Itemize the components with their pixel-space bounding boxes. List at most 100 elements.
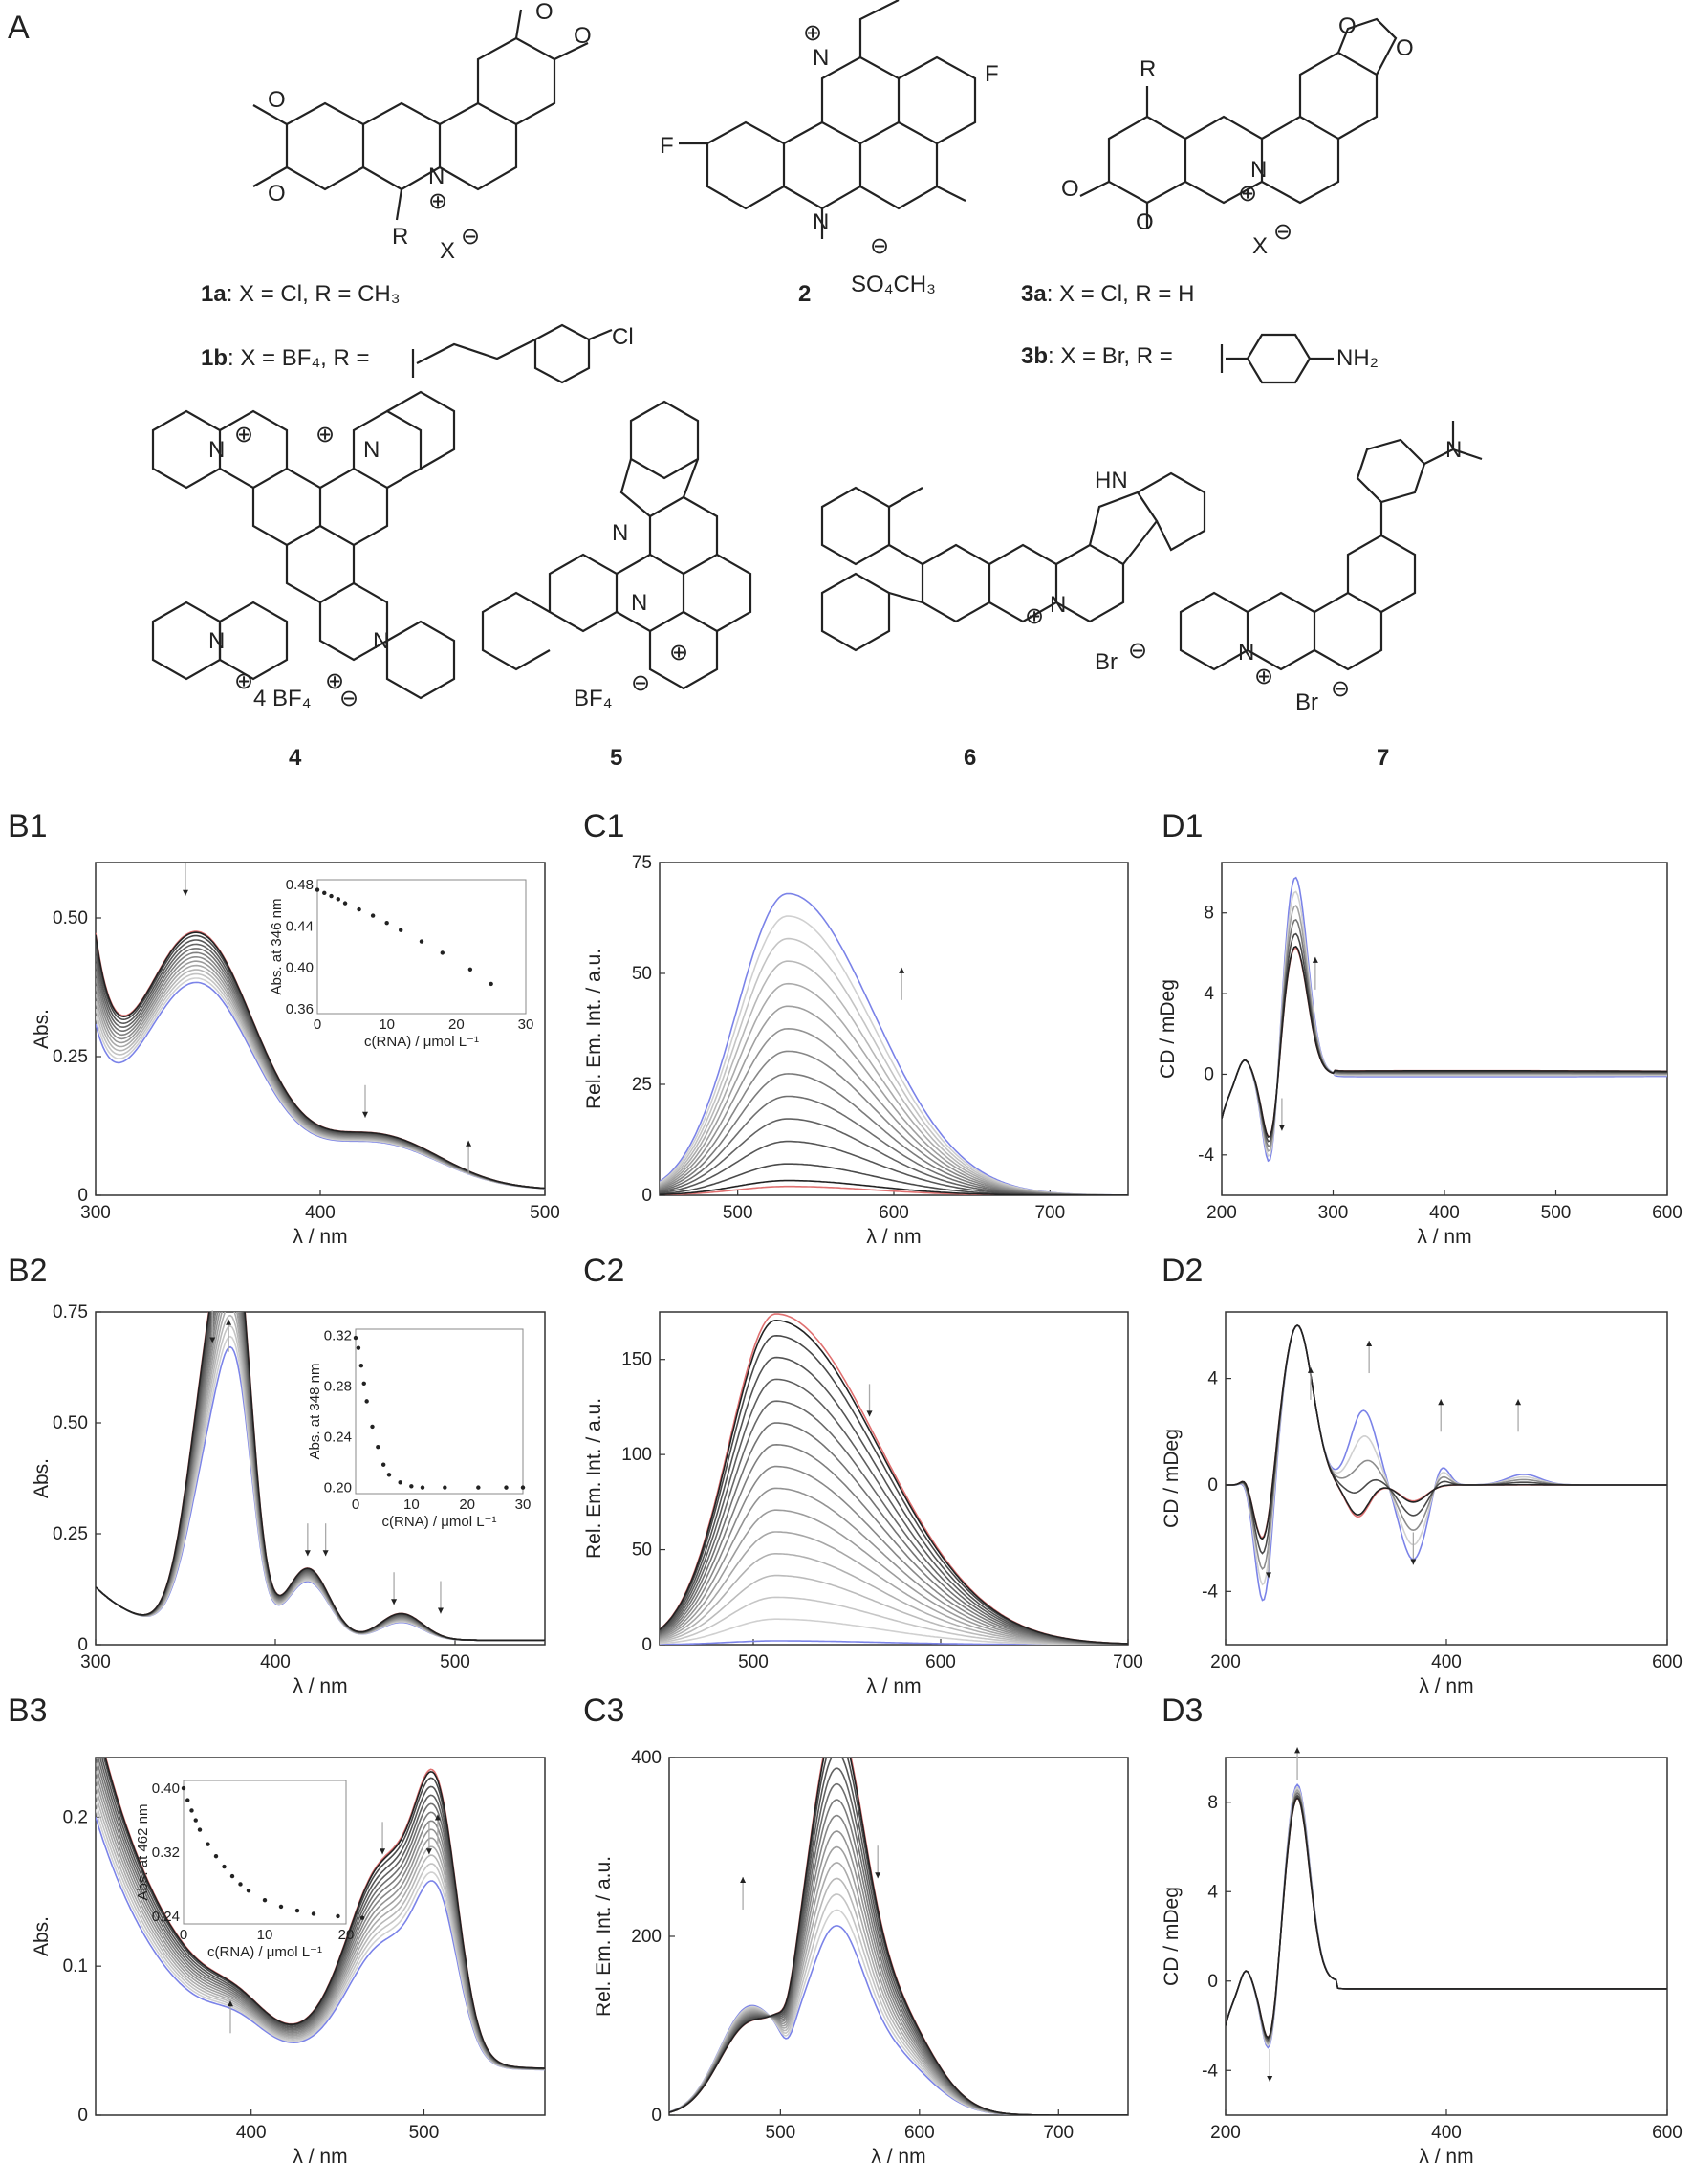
x-tick-label: 600 (879, 1203, 909, 1223)
inset-y-tick-label: 0.40 (286, 960, 314, 976)
trend-arrow-head (304, 1550, 311, 1557)
series-line (1226, 1785, 1667, 2047)
inset-data-point (386, 1473, 392, 1477)
inset-x-tick-label: 30 (518, 1016, 534, 1033)
counter-ion-2: SO₄CH₃ (851, 272, 936, 297)
atom-n: N (612, 520, 628, 546)
compound-label-4: 4 (289, 745, 302, 771)
series-line (104, 1758, 545, 2069)
series-line (660, 982, 1128, 1195)
trend-arrow-head (1294, 1747, 1301, 1754)
inset-x-tick-label: 20 (459, 1496, 475, 1513)
inset-data-point (222, 1864, 227, 1869)
x-axis-label: λ / nm (1419, 2146, 1473, 2168)
charge-plus: ⊕ (428, 188, 447, 214)
x-axis-label: λ / nm (293, 1226, 347, 1248)
counter-ion-7: Br (1295, 689, 1318, 715)
atom-o: O (1061, 176, 1079, 202)
x-tick-label: 400 (305, 1203, 336, 1223)
panel-letter-d2: D2 (1162, 1253, 1203, 1289)
trend-arrow-head (380, 1848, 386, 1855)
x-tick-label: 400 (1429, 1203, 1460, 1223)
series-line (669, 1909, 1128, 2115)
y-tick-label: -4 (1198, 1146, 1214, 1166)
inset-data-point (520, 1485, 526, 1490)
charge-plus: ⊕ (234, 422, 253, 448)
inset-data-point (440, 950, 445, 955)
y-tick-label: 0.2 (63, 1807, 88, 1827)
atom-f: F (660, 133, 674, 159)
panel-letter-b2: B2 (8, 1253, 48, 1289)
atom-x: X (1252, 233, 1268, 259)
atom-o: O (268, 181, 286, 207)
series-line (1226, 1791, 1667, 2043)
series-line (669, 1830, 1128, 2115)
y-tick-label: 200 (631, 1927, 662, 1947)
trend-arrow-head (1266, 1572, 1272, 1579)
inset-data-point (420, 1485, 425, 1490)
inset-data-point (359, 1915, 365, 1920)
inset-x-tick-label: 20 (338, 1927, 355, 1943)
y-tick-label: 0 (77, 1186, 88, 1206)
charge-plus: ⊕ (669, 640, 688, 666)
inset-x-tick-label: 10 (257, 1927, 273, 1943)
x-tick-label: 700 (1034, 1203, 1065, 1223)
series-line (1222, 947, 1667, 1138)
trend-arrow-head (875, 1872, 881, 1879)
y-tick-label: 0 (641, 1635, 652, 1655)
charge-plus: ⊕ (1025, 603, 1044, 629)
series-line (1222, 876, 1667, 1163)
atom-o: O (268, 87, 286, 113)
series-line (669, 1893, 1128, 2115)
inset-y-tick-label: 0.40 (152, 1780, 180, 1797)
series-line (660, 1319, 1128, 1645)
y-tick-label: 150 (621, 1350, 652, 1370)
series-line (660, 1050, 1128, 1195)
x-axis-label: λ / nm (871, 2146, 925, 2168)
y-tick-label: 8 (1204, 904, 1214, 924)
atom-hn: HN (1095, 468, 1128, 493)
series-line (660, 1378, 1128, 1645)
y-tick-label: 4 (1204, 984, 1214, 1004)
inset-y-tick-label: 0.24 (152, 1909, 180, 1925)
series-line (1226, 1788, 1667, 2045)
atom-n: N (363, 437, 380, 463)
structure-5: N ⊕ N BF₄ ⊖ (481, 400, 752, 711)
trend-arrow-head (183, 889, 188, 896)
y-tick-label: 0 (77, 1635, 88, 1655)
inset-y-tick-label: 0.32 (324, 1327, 352, 1343)
trend-arrow-head (226, 1319, 232, 1325)
y-tick-label: 0 (77, 2106, 88, 2126)
y-axis-label: CD / mDeg (1161, 1429, 1183, 1528)
series-line (1222, 890, 1667, 1158)
series-line (660, 937, 1128, 1195)
inset-y-tick-label: 0.24 (324, 1430, 352, 1446)
charge-minus: ⊖ (461, 224, 480, 250)
series-line (1222, 945, 1667, 1138)
x-tick-label: 600 (904, 2123, 935, 2143)
structure-7: N N ⊕ Br ⊖ (1179, 421, 1483, 715)
x-tick-label: 300 (80, 1203, 111, 1223)
panel-letter-d1: D1 (1162, 808, 1203, 844)
chart-c3: C3 500 600 700 0 200 400 λ / nm Rel. Em. Int. /… (583, 1693, 1129, 2168)
x-tick-label: 400 (1431, 1652, 1462, 1672)
y-axis-label: Abs. (31, 1916, 53, 1956)
x-axis-label: λ / nm (293, 2146, 347, 2168)
inset-data-point (197, 1827, 203, 1832)
x-tick-label: 500 (738, 1652, 769, 1672)
panel-letter-b1: B1 (8, 808, 48, 844)
series-line (1226, 1796, 1667, 2040)
compound-label-5: 5 (610, 745, 622, 771)
series-line (1226, 1324, 1667, 1602)
y-tick-label: -4 (1202, 1582, 1218, 1602)
trend-arrow-head (434, 1814, 441, 1821)
y-axis-label: Abs. (31, 1458, 53, 1498)
series-line (1226, 1783, 1667, 2049)
inset-data-point (419, 939, 424, 944)
inset-data-point (229, 1873, 235, 1879)
series-line (1226, 1324, 1667, 1540)
atom-r: R (392, 224, 408, 250)
y-tick-label: 400 (631, 1748, 662, 1768)
structure-4: N ⊕ N ⊕ N ⊕ N ⊕ 4 BF₄ ⊖ (151, 390, 456, 711)
